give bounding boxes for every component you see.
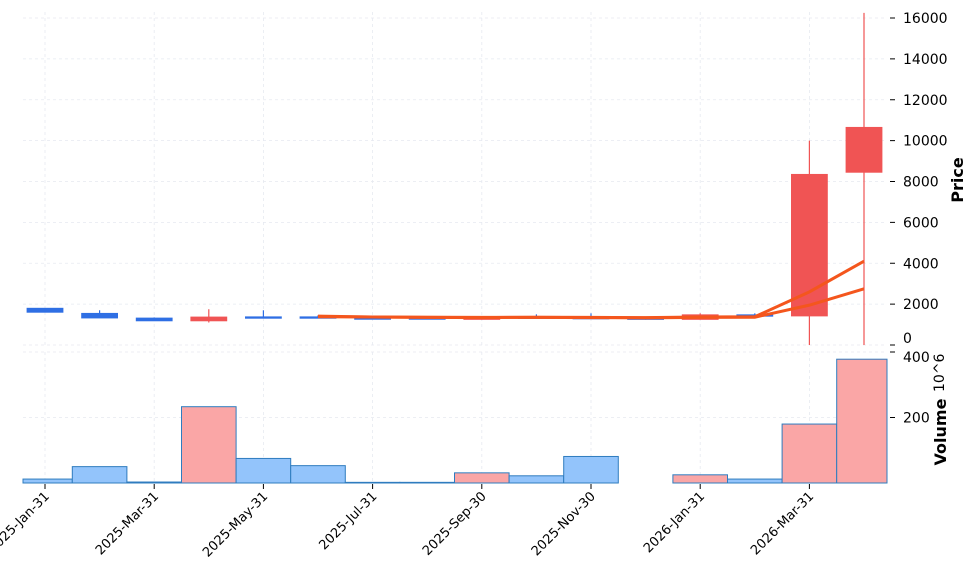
grid [23,12,887,483]
price-tick-label: 8000 [903,175,939,191]
x-tick-label: 2025-Mar-31 [93,489,162,558]
volume-axis-label: Volume [931,398,950,465]
price-tick-label: 0 [903,331,912,347]
volume-bar [181,406,237,484]
volume-bar [235,457,292,484]
x-tick-label: 2026-Jan-31 [641,489,708,556]
candle-body [190,316,228,322]
x-tick-label: 2025-Sep-30 [420,489,490,559]
x-tick-label: 2025-Nov-30 [529,489,599,559]
price-tick-label: 10000 [903,134,948,150]
moving-averages [317,259,865,320]
volume-bar [399,481,455,484]
volume-bar [22,478,73,484]
volume-bars [22,358,888,484]
x-tick-label: 2025-Jul-31 [316,489,380,553]
volume-bar [126,481,182,484]
candles [26,12,883,345]
volume-bar [836,358,888,484]
volume-unit: 10^6 [932,353,948,392]
price-axis-label: Price [948,157,967,203]
price-tick-label: 16000 [903,11,948,27]
price-tick-label: 6000 [903,215,939,231]
volume-bar [672,474,729,484]
candle-body [26,307,64,313]
volume-bar [508,475,565,484]
candle-body [244,316,282,319]
volume-bar [454,472,510,484]
volume-bar [563,455,619,484]
candle-body [791,173,828,317]
volume-tick-label: 200 [903,411,930,427]
price-tick-label: 12000 [903,93,948,109]
candle-body [845,126,883,173]
price-tick-label: 4000 [903,256,939,272]
x-tick-label: 2025-Jan-31 [0,489,53,556]
volume-bar [290,465,346,484]
x-tick-label: 2026-Mar-31 [748,489,817,558]
price-tick-label: 14000 [903,52,948,68]
x-tick-label: 2025-May-31 [200,489,271,560]
candle-body [81,312,118,319]
volume-bar [727,478,783,484]
volume-bar [781,423,838,484]
moving-average-line [317,287,865,320]
volume-bar [344,481,401,484]
volume-bar [71,466,128,484]
price-tick-label: 2000 [903,297,939,313]
candle-body [135,317,173,322]
volume-tick-label: 400 [903,350,930,366]
